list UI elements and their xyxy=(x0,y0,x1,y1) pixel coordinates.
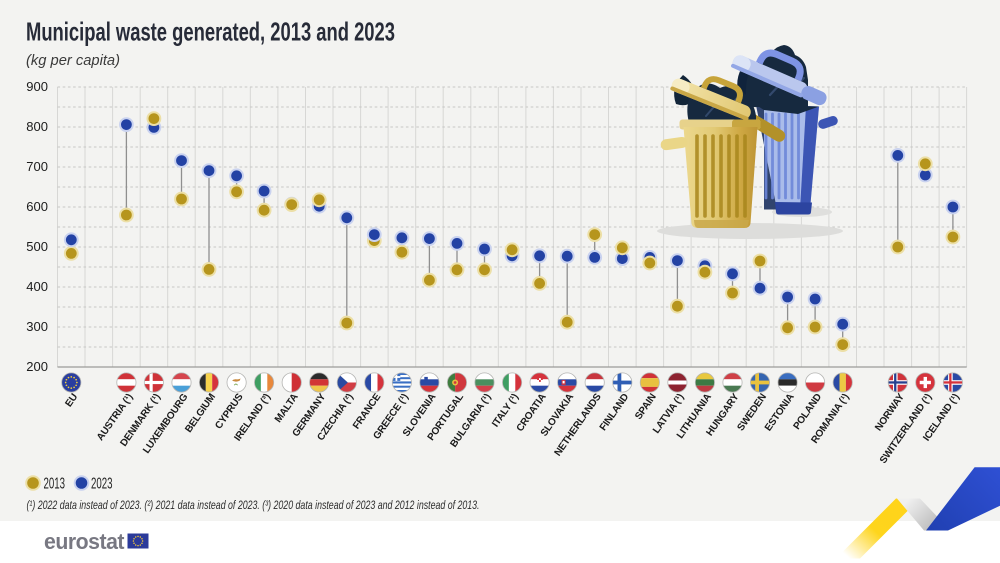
svg-text:600: 600 xyxy=(26,199,48,214)
svg-text:eurostat: eurostat xyxy=(44,529,125,554)
svg-text:2013: 2013 xyxy=(44,476,66,493)
svg-text:900: 900 xyxy=(26,79,48,94)
svg-text:(kg per capita): (kg per capita) xyxy=(26,52,120,69)
svg-text:500: 500 xyxy=(26,239,48,254)
svg-text:800: 800 xyxy=(26,119,48,134)
svg-text:2023: 2023 xyxy=(91,476,113,493)
svg-text:400: 400 xyxy=(26,279,48,294)
svg-text:700: 700 xyxy=(26,159,48,174)
svg-text:300: 300 xyxy=(26,319,48,334)
svg-text:Municipal waste generated, 201: Municipal waste generated, 2013 and 2023 xyxy=(26,17,395,47)
svg-text:200: 200 xyxy=(26,359,48,374)
svg-text:(¹) 2022 data instead of 2023.: (¹) 2022 data instead of 2023. (²) 2021 … xyxy=(27,498,480,512)
